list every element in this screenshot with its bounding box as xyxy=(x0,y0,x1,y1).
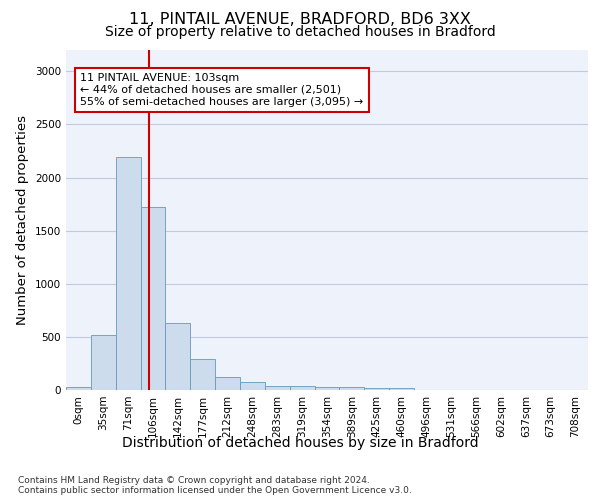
Bar xyxy=(140,207,166,390)
Bar xyxy=(190,359,215,390)
Bar xyxy=(116,158,140,390)
Bar xyxy=(314,387,340,390)
Bar xyxy=(265,386,290,390)
Bar xyxy=(91,335,116,390)
Bar xyxy=(215,376,240,390)
Text: Size of property relative to detached houses in Bradford: Size of property relative to detached ho… xyxy=(104,25,496,39)
Y-axis label: Number of detached properties: Number of detached properties xyxy=(16,115,29,325)
Bar xyxy=(364,388,389,390)
Text: 11, PINTAIL AVENUE, BRADFORD, BD6 3XX: 11, PINTAIL AVENUE, BRADFORD, BD6 3XX xyxy=(129,12,471,28)
Bar xyxy=(166,323,190,390)
Text: 11 PINTAIL AVENUE: 103sqm
← 44% of detached houses are smaller (2,501)
55% of se: 11 PINTAIL AVENUE: 103sqm ← 44% of detac… xyxy=(80,74,364,106)
Bar xyxy=(66,387,91,390)
Bar xyxy=(290,386,314,390)
Bar xyxy=(389,388,414,390)
Text: Contains HM Land Registry data © Crown copyright and database right 2024.
Contai: Contains HM Land Registry data © Crown c… xyxy=(18,476,412,495)
Bar xyxy=(340,388,364,390)
Bar xyxy=(240,382,265,390)
Text: Distribution of detached houses by size in Bradford: Distribution of detached houses by size … xyxy=(122,436,478,450)
